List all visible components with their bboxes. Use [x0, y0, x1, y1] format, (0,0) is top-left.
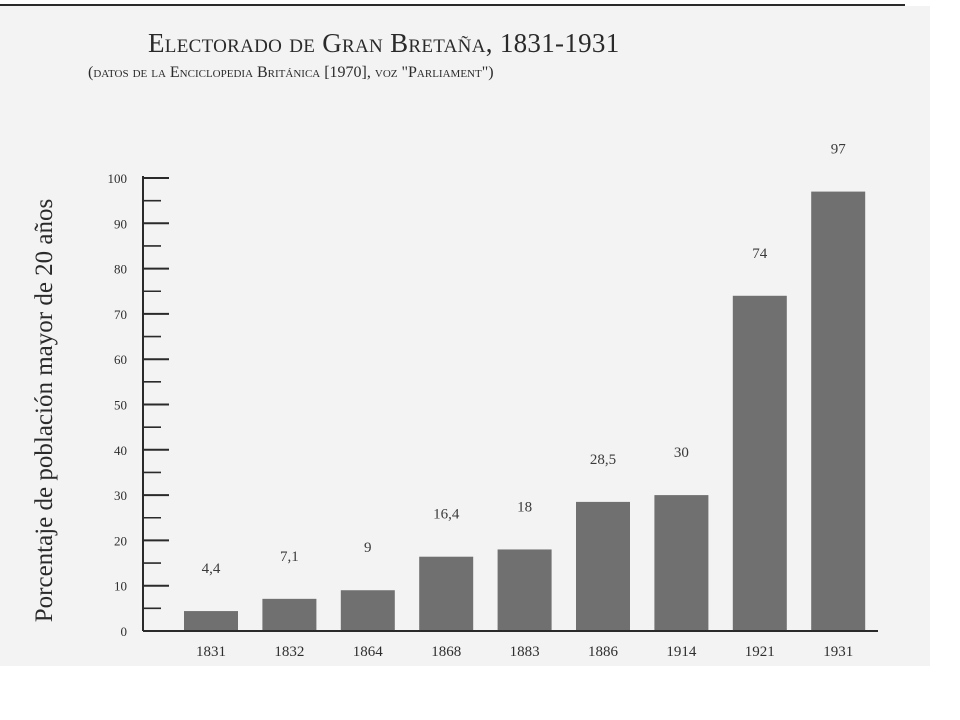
x-category-label: 1914: [666, 644, 697, 660]
y-axis-label: Porcentaje de población mayor de 20 años: [31, 199, 58, 622]
y-tick-label: 0: [121, 624, 128, 639]
x-category-label: 1831: [196, 644, 226, 660]
bar-value-label: 9: [364, 540, 372, 556]
y-tick-label: 70: [114, 307, 127, 322]
bar: [576, 501, 630, 631]
bar-value-label: 18: [517, 499, 532, 515]
bar-value-label: 16,4: [433, 507, 460, 523]
bar: [184, 611, 238, 631]
bars: 4,4 1831 7,1 1832 9 1864 16,4 1868 18 1883 28,5 188…: [184, 142, 866, 660]
y-axis-ticks: 0 10 20 30 40 50 60 70 80 90 100: [108, 171, 169, 639]
chart-subtitle: (datos de la Enciclopedia Británica [197…: [88, 64, 494, 81]
bar: [340, 590, 395, 631]
bar-value-label: 4,4: [202, 561, 221, 577]
y-tick-label: 30: [114, 488, 127, 503]
bar-value-label: 30: [674, 445, 689, 461]
x-category-label: 1864: [353, 644, 384, 660]
y-tick-label: 10: [114, 579, 127, 594]
bar: [419, 556, 474, 631]
bar: [262, 598, 317, 631]
y-tick-label: 90: [114, 216, 127, 231]
bar: [811, 191, 866, 631]
bar: [732, 295, 787, 631]
y-tick-label: 60: [114, 352, 127, 367]
bar-value-label: 97: [831, 142, 847, 158]
x-category-label: 1868: [431, 644, 461, 660]
y-tick-label: 20: [114, 533, 127, 548]
chart-title: Electorado de Gran Bretaña, 1831-1931: [148, 28, 620, 58]
bar-value-label: 74: [752, 246, 768, 262]
y-tick-label: 100: [108, 171, 128, 186]
x-category-label: 1931: [823, 644, 853, 660]
y-tick-label: 40: [114, 443, 127, 458]
y-tick-label: 80: [114, 262, 127, 277]
bar: [654, 495, 709, 631]
bar-value-label: 7,1: [280, 549, 299, 565]
y-tick-label: 50: [114, 398, 127, 413]
x-category-label: 1886: [588, 644, 619, 660]
bar: [497, 549, 552, 631]
top-rule: [0, 4, 905, 6]
x-category-label: 1832: [274, 644, 304, 660]
x-category-label: 1921: [745, 644, 775, 660]
x-category-label: 1883: [510, 644, 540, 660]
bar-value-label: 28,5: [590, 452, 616, 468]
